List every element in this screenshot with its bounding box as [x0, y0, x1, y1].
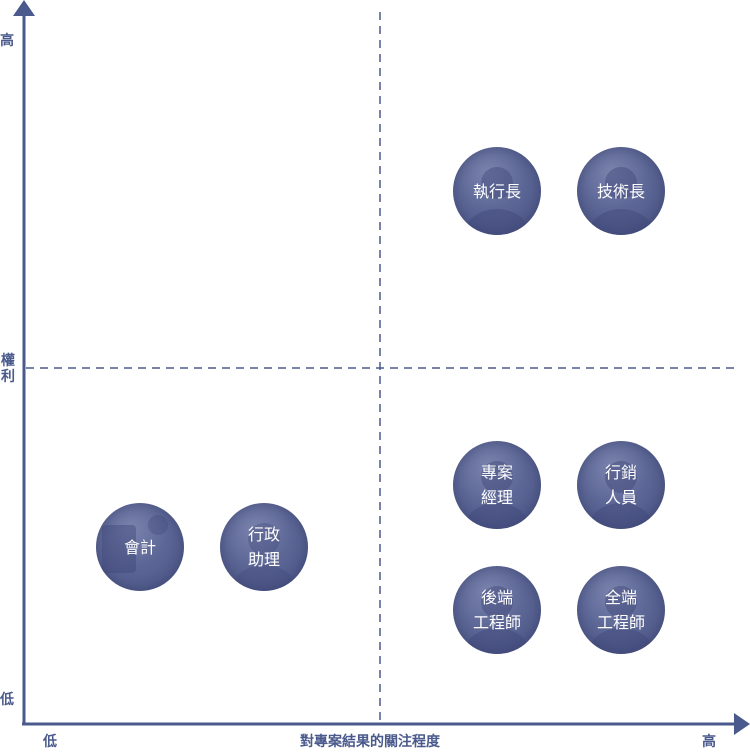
stakeholder-label-line-2: 工程師 — [596, 613, 645, 632]
stakeholder-label-line-2: 人員 — [604, 488, 637, 507]
stakeholder-cto[interactable]: 技術長 — [577, 147, 665, 235]
x-axis-title: 對專案結果的關注程度 — [300, 734, 440, 750]
stakeholder-fullstack-engineer[interactable]: 全端 工程師 — [577, 566, 665, 654]
stakeholder-label-line-1: 後端 — [480, 588, 513, 607]
stakeholder-backend-engineer[interactable]: 後端 工程師 — [453, 566, 541, 654]
y-axis-title: 權利 — [1, 353, 15, 385]
stakeholder-accounting[interactable]: 會計 — [96, 503, 184, 591]
stakeholder-label-line-1: 行政 — [247, 525, 280, 544]
y-axis-low-label: 低 — [0, 692, 14, 708]
stakeholder-label-line-2: 經理 — [480, 488, 513, 507]
stakeholder-label-line-1: 執行長 — [472, 181, 521, 201]
stakeholder-label-line-1: 全端 — [604, 588, 637, 607]
stakeholder-label-line-2: 助理 — [247, 550, 280, 569]
stakeholder-label-line-1: 專案 — [480, 463, 513, 482]
stakeholder-marketing[interactable]: 行銷 人員 — [577, 441, 665, 529]
stakeholder-label-line-2: 工程師 — [472, 613, 521, 632]
x-axis-low-label: 低 — [43, 734, 57, 750]
stakeholder-label-line-1: 行銷 — [604, 463, 637, 482]
stakeholder-admin-assistant[interactable]: 行政 助理 — [220, 503, 308, 591]
stakeholder-label-line-1: 會計 — [123, 537, 156, 557]
stakeholder-label-line-1: 技術長 — [596, 181, 645, 201]
stakeholder-pm[interactable]: 專案 經理 — [453, 441, 541, 529]
y-axis-high-label: 高 — [0, 33, 14, 49]
x-axis-high-label: 高 — [702, 734, 716, 750]
stakeholder-ceo[interactable]: 執行長 — [453, 147, 541, 235]
y-axis-arrow-icon — [13, 0, 35, 16]
x-axis-arrow-icon — [734, 713, 750, 735]
